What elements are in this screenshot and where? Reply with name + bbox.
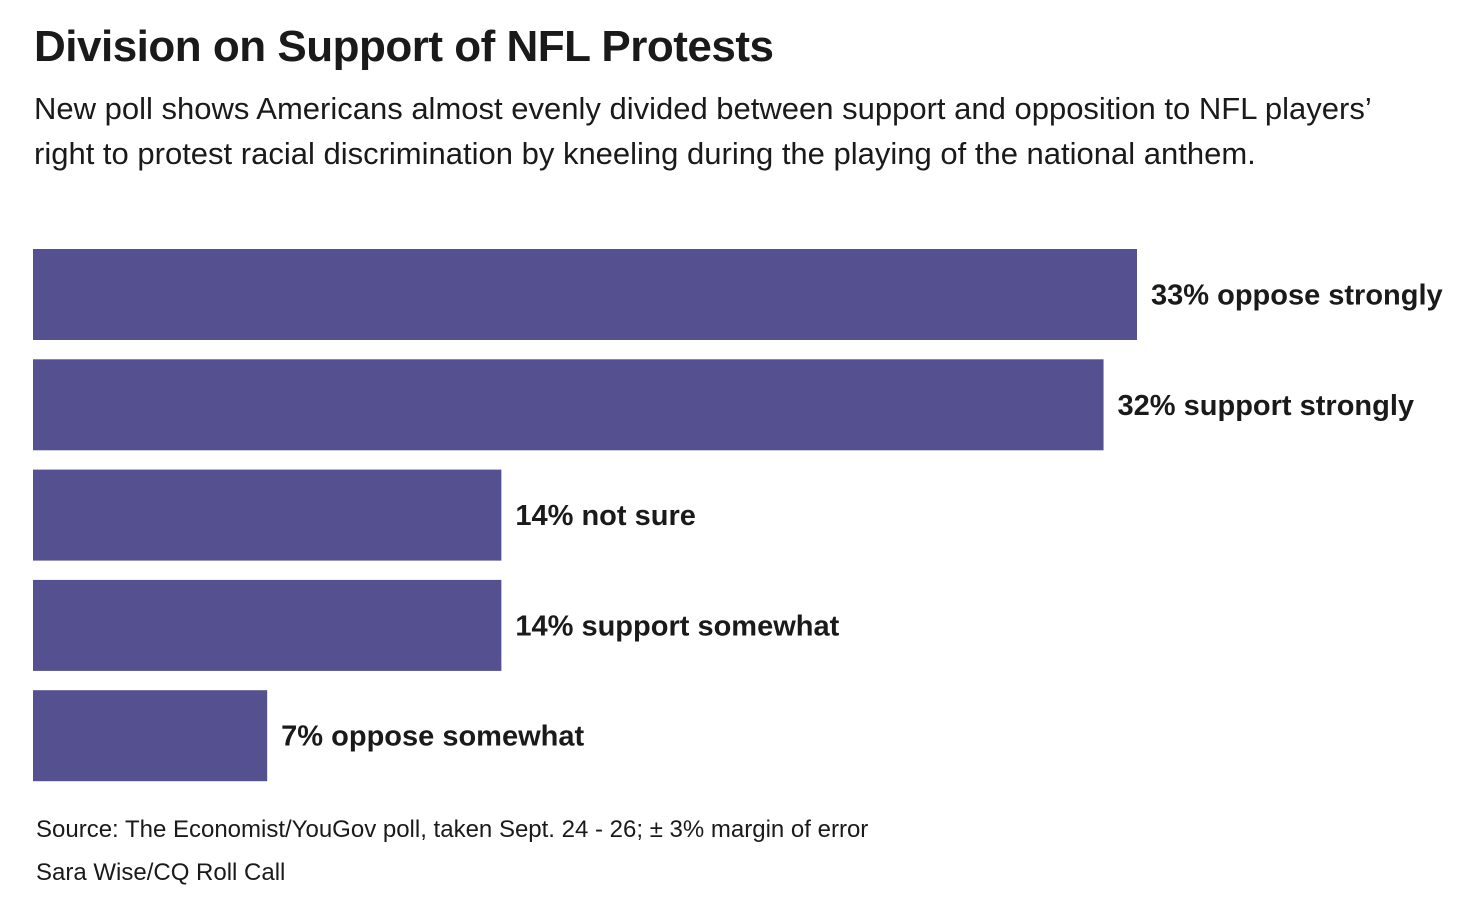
data-label-support-somewhat: 14% support somewhat (515, 610, 839, 642)
bar-not-sure (33, 469, 502, 561)
data-label-support-strongly: 32% support strongly (1118, 390, 1415, 422)
bar-oppose-somewhat (33, 690, 268, 782)
data-label-oppose-strongly: 33% oppose strongly (1151, 280, 1443, 312)
data-label-oppose-somewhat: 7% oppose somewhat (281, 721, 584, 753)
bar-oppose-strongly (33, 249, 1137, 340)
source-note: Source: The Economist/YouGov poll, taken… (36, 816, 869, 843)
bar-support-somewhat (33, 579, 502, 671)
bar-support-strongly (33, 359, 1104, 451)
chart-subtitle: New poll shows Americans almost evenly d… (34, 91, 1371, 171)
chart-title: Division on Support of NFL Protests (34, 22, 774, 71)
data-label-not-sure: 14% not sure (515, 500, 696, 532)
credit-note: Sara Wise/CQ Roll Call (36, 859, 286, 886)
